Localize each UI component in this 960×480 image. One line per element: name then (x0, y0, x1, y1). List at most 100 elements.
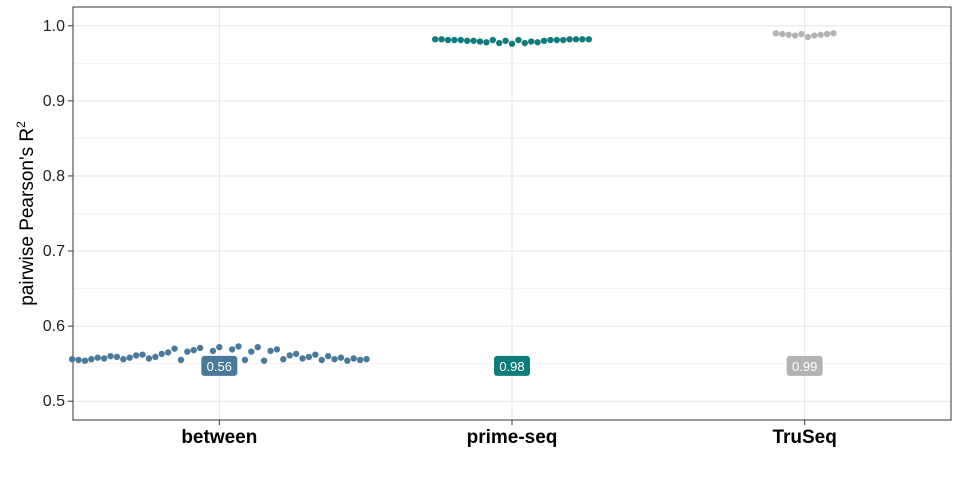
data-point-between (158, 350, 165, 358)
y-tick-label: 0.6 (43, 318, 65, 335)
data-point-prime-seq (470, 37, 477, 44)
data-point-between (312, 351, 319, 358)
data-point-TruSeq (823, 30, 831, 38)
y-tick-label: 1.0 (43, 18, 65, 35)
median-label-prime-seq: 0.98 (499, 359, 524, 374)
data-point-between (324, 352, 332, 360)
data-point-between (350, 355, 357, 362)
data-point-between (331, 355, 338, 363)
data-point-between (260, 357, 268, 364)
data-point-between (280, 355, 287, 363)
data-point-between (267, 347, 274, 355)
data-point-prime-seq (585, 36, 592, 43)
data-point-prime-seq (496, 39, 503, 47)
data-point-between (344, 357, 351, 364)
data-point-prime-seq (515, 36, 522, 44)
median-label-between: 0.56 (207, 359, 232, 374)
data-point-between (241, 356, 249, 364)
median-badge-between (201, 355, 238, 376)
data-points (68, 30, 837, 364)
data-point-between (356, 356, 364, 364)
data-point-between (299, 355, 306, 362)
data-point-between (68, 355, 76, 363)
y-axis-label-text: pairwise Pearson's R (17, 128, 38, 306)
data-point-prime-seq (579, 36, 586, 43)
data-point-between (190, 346, 197, 354)
data-point-between (152, 353, 159, 361)
axes: 0.5 0.6 0.7 0.8 0.9 1.0 between prime-seq TruSeq (43, 6, 952, 448)
data-point-between (228, 346, 236, 353)
data-point-between (292, 350, 300, 358)
median-badge-TruSeq (786, 355, 823, 376)
data-point-prime-seq (566, 36, 573, 43)
data-point-prime-seq (432, 36, 439, 43)
data-point-prime-seq (464, 37, 471, 44)
data-point-between (120, 355, 127, 363)
median-badges: 0.56 0.98 0.99 (201, 355, 823, 376)
data-point-between (337, 354, 345, 361)
data-point-between (363, 355, 370, 363)
data-point-between (171, 345, 178, 352)
data-point-prime-seq (451, 36, 458, 44)
data-point-between (254, 343, 261, 351)
data-point-prime-seq (534, 39, 541, 46)
data-point-between (209, 347, 217, 355)
y-axis-label-superscript: 2 (14, 121, 28, 128)
data-point-prime-seq (553, 36, 560, 44)
data-point-between (94, 354, 101, 361)
data-point-prime-seq (560, 36, 567, 44)
y-axis-label: pairwise Pearson's R2 (14, 121, 38, 306)
data-point-prime-seq (502, 37, 509, 44)
data-point-TruSeq (817, 31, 824, 38)
median-label-TruSeq: 0.99 (792, 359, 817, 374)
data-point-TruSeq (785, 31, 792, 38)
data-point-between (184, 348, 191, 355)
data-point-prime-seq (547, 36, 554, 44)
data-point-TruSeq (798, 30, 805, 38)
data-point-between (100, 355, 108, 362)
data-point-prime-seq (489, 36, 496, 44)
data-point-prime-seq (457, 36, 464, 44)
x-tick-label-TruSeq: TruSeq (772, 427, 836, 448)
data-point-TruSeq (772, 30, 780, 37)
x-tick-label-prime-seq: prime-seq (467, 427, 558, 448)
data-point-prime-seq (444, 36, 452, 44)
data-point-between (113, 353, 121, 361)
y-tick-label: 0.9 (43, 93, 65, 110)
data-point-TruSeq (811, 32, 818, 39)
data-point-TruSeq (779, 30, 786, 38)
data-point-between (88, 355, 95, 363)
data-point-between (177, 356, 185, 364)
data-point-between (318, 356, 325, 364)
data-point-TruSeq (830, 30, 837, 37)
data-point-prime-seq (483, 39, 490, 46)
data-point-between (216, 343, 223, 351)
y-tick-label: 0.5 (43, 393, 65, 410)
data-point-between (248, 348, 255, 355)
median-badge-prime-seq (494, 355, 530, 376)
data-point-between (145, 355, 153, 362)
data-point-between (273, 346, 281, 353)
data-point-prime-seq (540, 37, 548, 44)
data-point-prime-seq (528, 38, 535, 45)
data-point-prime-seq (476, 38, 484, 45)
x-tick-label-between: between (181, 427, 257, 448)
grid (73, 7, 951, 420)
data-point-TruSeq (804, 33, 812, 41)
data-point-between (132, 352, 140, 359)
data-point-between (196, 344, 204, 352)
data-point-between (305, 353, 313, 361)
y-tick-label: 0.8 (43, 168, 65, 185)
data-point-prime-seq (438, 36, 445, 43)
data-point-TruSeq (791, 32, 799, 39)
y-tick-label: 0.7 (43, 243, 65, 260)
data-point-between (107, 352, 114, 360)
data-point-prime-seq (572, 36, 580, 43)
data-point-between (139, 351, 146, 358)
data-point-prime-seq (521, 39, 528, 47)
data-point-between (235, 343, 242, 350)
data-point-between (126, 354, 133, 361)
data-point-between (286, 352, 293, 359)
